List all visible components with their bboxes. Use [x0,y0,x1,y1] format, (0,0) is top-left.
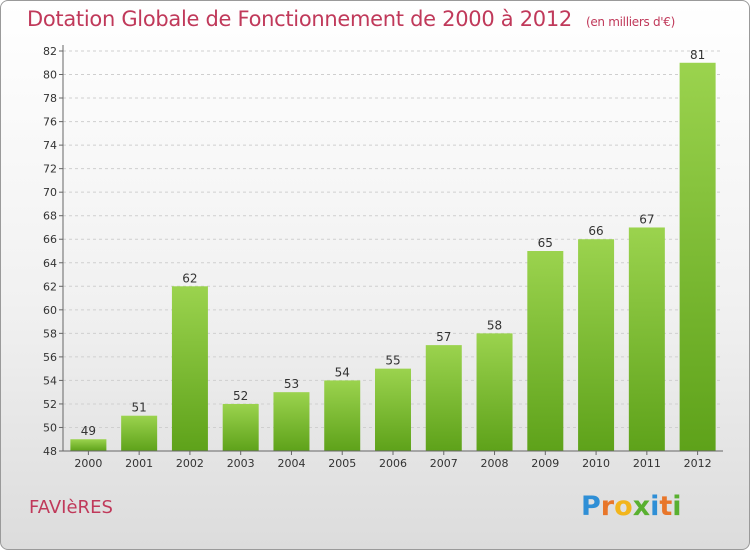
logo-letter: t [659,491,673,522]
y-tick-label: 76 [43,116,57,129]
x-tick-label: 2004 [277,457,305,470]
x-tick-label: 2007 [430,457,458,470]
x-tick-label: 2010 [582,457,610,470]
y-tick-label: 66 [43,233,57,246]
bar-value-label: 65 [538,236,553,250]
y-tick-label: 68 [43,210,57,223]
bar [70,439,107,451]
logo-letter: o [614,491,633,522]
y-tick-label: 50 [43,421,57,434]
y-tick-label: 62 [43,280,57,293]
x-tick-label: 2002 [176,457,204,470]
y-tick-label: 58 [43,327,57,340]
x-tick-label: 2011 [633,457,661,470]
bar [273,392,310,451]
bar [121,415,158,451]
y-tick-label: 72 [43,163,57,176]
bar [425,345,462,451]
chart-title-text: Dotation Globale de Fonctionnement de 20… [27,7,572,31]
bar [527,251,564,451]
bar-value-label: 66 [588,224,603,238]
commune-name: FAVIèRES [29,497,113,518]
bar [476,333,513,451]
y-tick-label: 82 [43,45,57,58]
logo-letter: i [650,491,660,522]
y-tick-label: 60 [43,304,57,317]
bar [375,368,411,451]
y-tick-label: 70 [43,186,57,199]
bar-value-label: 52 [233,389,248,403]
y-tick-label: 74 [43,139,57,152]
x-tick-label: 2006 [379,457,407,470]
x-tick-label: 2009 [531,457,559,470]
x-tick-label: 2012 [684,457,712,470]
bar-value-label: 49 [81,424,96,438]
bar [679,62,716,451]
logo-letter: x [632,491,651,522]
x-tick-label: 2001 [125,457,153,470]
bar-value-label: 58 [487,318,502,332]
bar [171,286,208,451]
y-tick-label: 80 [43,69,57,82]
bar-value-label: 51 [132,401,147,415]
chart-title: Dotation Globale de Fonctionnement de 20… [27,7,675,31]
bar [324,380,361,451]
bar-value-label: 55 [385,354,400,368]
y-tick-label: 48 [43,445,57,458]
bar-value-label: 62 [182,271,197,285]
bar [222,403,259,451]
bar-value-label: 67 [639,212,654,226]
x-tick-label: 2003 [227,457,255,470]
y-tick-label: 56 [43,351,57,364]
bar-value-label: 54 [335,365,350,379]
logo-letter: r [600,491,615,522]
chart-unit: (en milliers d'€) [585,15,675,29]
y-tick-label: 52 [43,398,57,411]
x-tick-label: 2000 [74,457,102,470]
proxiti-logo: Proxiti [581,491,682,522]
logo-letter: i [672,491,682,522]
bar [628,227,665,451]
y-tick-label: 54 [43,374,57,387]
bar [578,239,615,451]
bar-value-label: 57 [436,330,451,344]
y-tick-label: 64 [43,257,57,270]
y-tick-label: 78 [43,92,57,105]
bar-value-label: 53 [284,377,299,391]
bar-value-label: 81 [690,48,705,62]
x-tick-label: 2008 [481,457,509,470]
x-tick-label: 2005 [328,457,356,470]
logo-letter: P [581,491,601,522]
